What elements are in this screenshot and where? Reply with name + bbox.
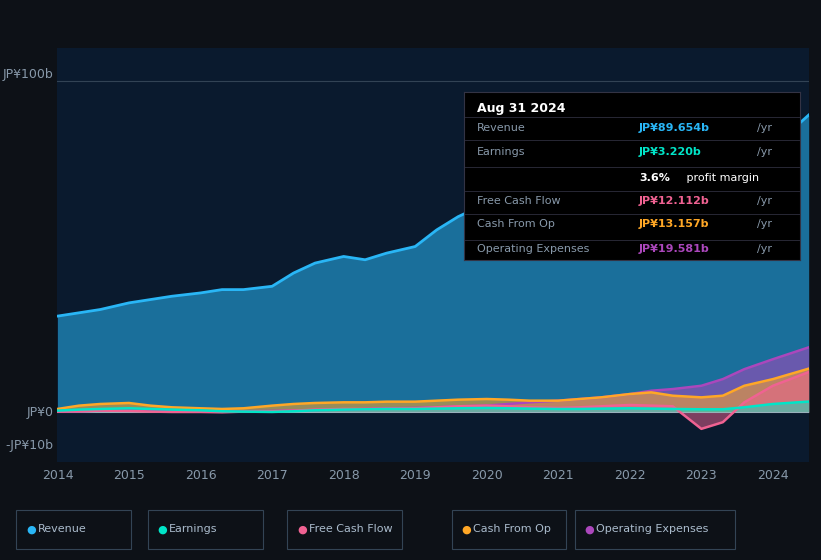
Text: 3.6%: 3.6% (639, 173, 670, 183)
Text: JP¥13.157b: JP¥13.157b (639, 220, 709, 229)
Text: JP¥12.112b: JP¥12.112b (639, 196, 709, 206)
Text: Free Cash Flow: Free Cash Flow (309, 524, 392, 534)
Text: Earnings: Earnings (169, 524, 218, 534)
Text: Operating Expenses: Operating Expenses (596, 524, 709, 534)
Text: JP¥19.581b: JP¥19.581b (639, 244, 709, 254)
Text: profit margin: profit margin (683, 173, 759, 183)
Text: /yr: /yr (757, 123, 772, 133)
Text: ●: ● (26, 524, 36, 534)
Text: Revenue: Revenue (477, 123, 526, 133)
Text: ●: ● (585, 524, 594, 534)
Text: Earnings: Earnings (477, 147, 525, 157)
Text: /yr: /yr (757, 147, 772, 157)
Text: /yr: /yr (757, 196, 772, 206)
Text: ●: ● (297, 524, 307, 534)
Text: ●: ● (158, 524, 167, 534)
Text: Free Cash Flow: Free Cash Flow (477, 196, 561, 206)
Text: -JP¥10b: -JP¥10b (6, 439, 53, 452)
Text: JP¥89.654b: JP¥89.654b (639, 123, 710, 133)
Text: Operating Expenses: Operating Expenses (477, 244, 589, 254)
Text: JP¥3.220b: JP¥3.220b (639, 147, 702, 157)
Text: JP¥0: JP¥0 (27, 406, 53, 419)
Text: ●: ● (461, 524, 471, 534)
Text: /yr: /yr (757, 220, 772, 229)
Text: Cash From Op: Cash From Op (473, 524, 551, 534)
Text: Revenue: Revenue (38, 524, 86, 534)
Text: /yr: /yr (757, 244, 772, 254)
Text: JP¥100b: JP¥100b (3, 68, 53, 81)
Text: Cash From Op: Cash From Op (477, 220, 555, 229)
Text: Aug 31 2024: Aug 31 2024 (477, 102, 566, 115)
